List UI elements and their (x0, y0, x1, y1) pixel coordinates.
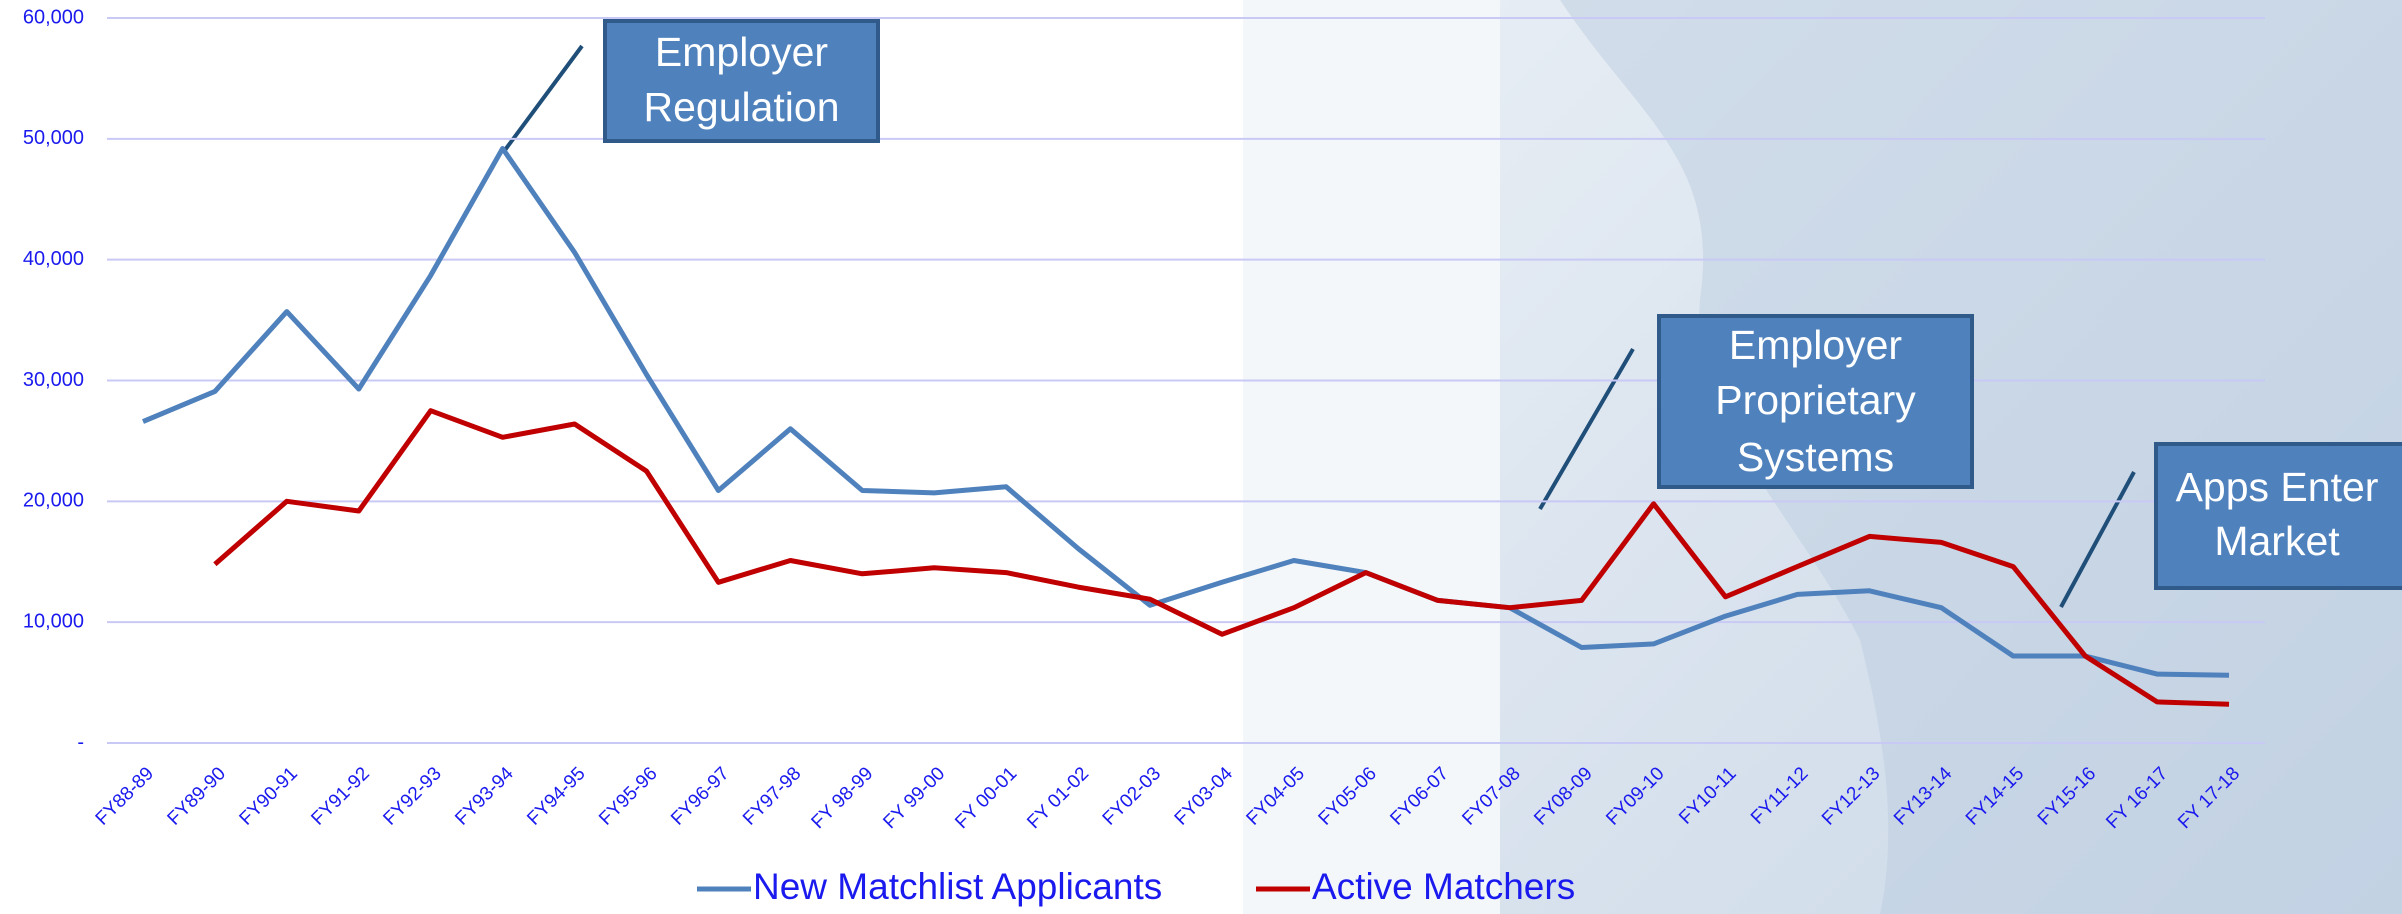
legend-label: Active Matchers (1312, 866, 1575, 907)
x-tick-label: FY96-97 (667, 763, 733, 829)
x-tick-label: FY91-92 (307, 763, 373, 829)
x-tick-label: FY03-04 (1171, 763, 1238, 830)
annotation-text: Employer (655, 29, 828, 75)
annotation-text: Systems (1737, 434, 1894, 480)
x-tick-label: FY95-96 (595, 763, 661, 829)
y-tick-label: - (77, 731, 84, 753)
annotation-text: Regulation (643, 84, 839, 130)
annotation-text: Proprietary (1715, 377, 1916, 423)
y-tick-label: 30,000 (23, 369, 84, 391)
x-tick-label: FY 99-00 (879, 763, 949, 833)
series-line (142, 146, 2230, 678)
annotation-box (603, 19, 880, 143)
annotation-leader (1538, 347, 1635, 511)
x-tick-label: FY92-93 (379, 763, 445, 829)
annotation-text: Apps Enter (2176, 464, 2379, 510)
x-tick-label: FY89-90 (164, 763, 230, 829)
x-tick-label: FY 00-01 (951, 763, 1021, 833)
x-tick-label: FY88-89 (92, 763, 158, 829)
x-tick-label: FY90-91 (236, 763, 302, 829)
annotation-text: Market (2214, 518, 2340, 564)
y-tick-label: 60,000 (23, 6, 84, 28)
annotation-box (1657, 314, 1974, 489)
series-line (213, 408, 2230, 707)
x-tick-label: FY 98-99 (808, 763, 878, 833)
annotation-leader (2059, 471, 2136, 608)
x-tick-label: FY 01-02 (1023, 763, 1093, 833)
y-tick-label: 10,000 (23, 610, 84, 632)
x-tick-label: FY94-95 (523, 763, 589, 829)
y-tick-label: 40,000 (23, 248, 84, 270)
annotation-box (2154, 442, 2402, 590)
annotation-text: Employer (1729, 322, 1902, 368)
x-tick-label: FY02-03 (1099, 763, 1165, 829)
x-tick-label: FY93-94 (451, 763, 518, 830)
y-tick-label: 50,000 (23, 127, 84, 149)
x-tick-label: FY97-98 (739, 763, 805, 829)
background-land (1560, 0, 2402, 914)
legend-label: New Matchlist Applicants (753, 866, 1162, 907)
annotation-leader (503, 44, 584, 152)
y-tick-label: 20,000 (23, 490, 84, 512)
